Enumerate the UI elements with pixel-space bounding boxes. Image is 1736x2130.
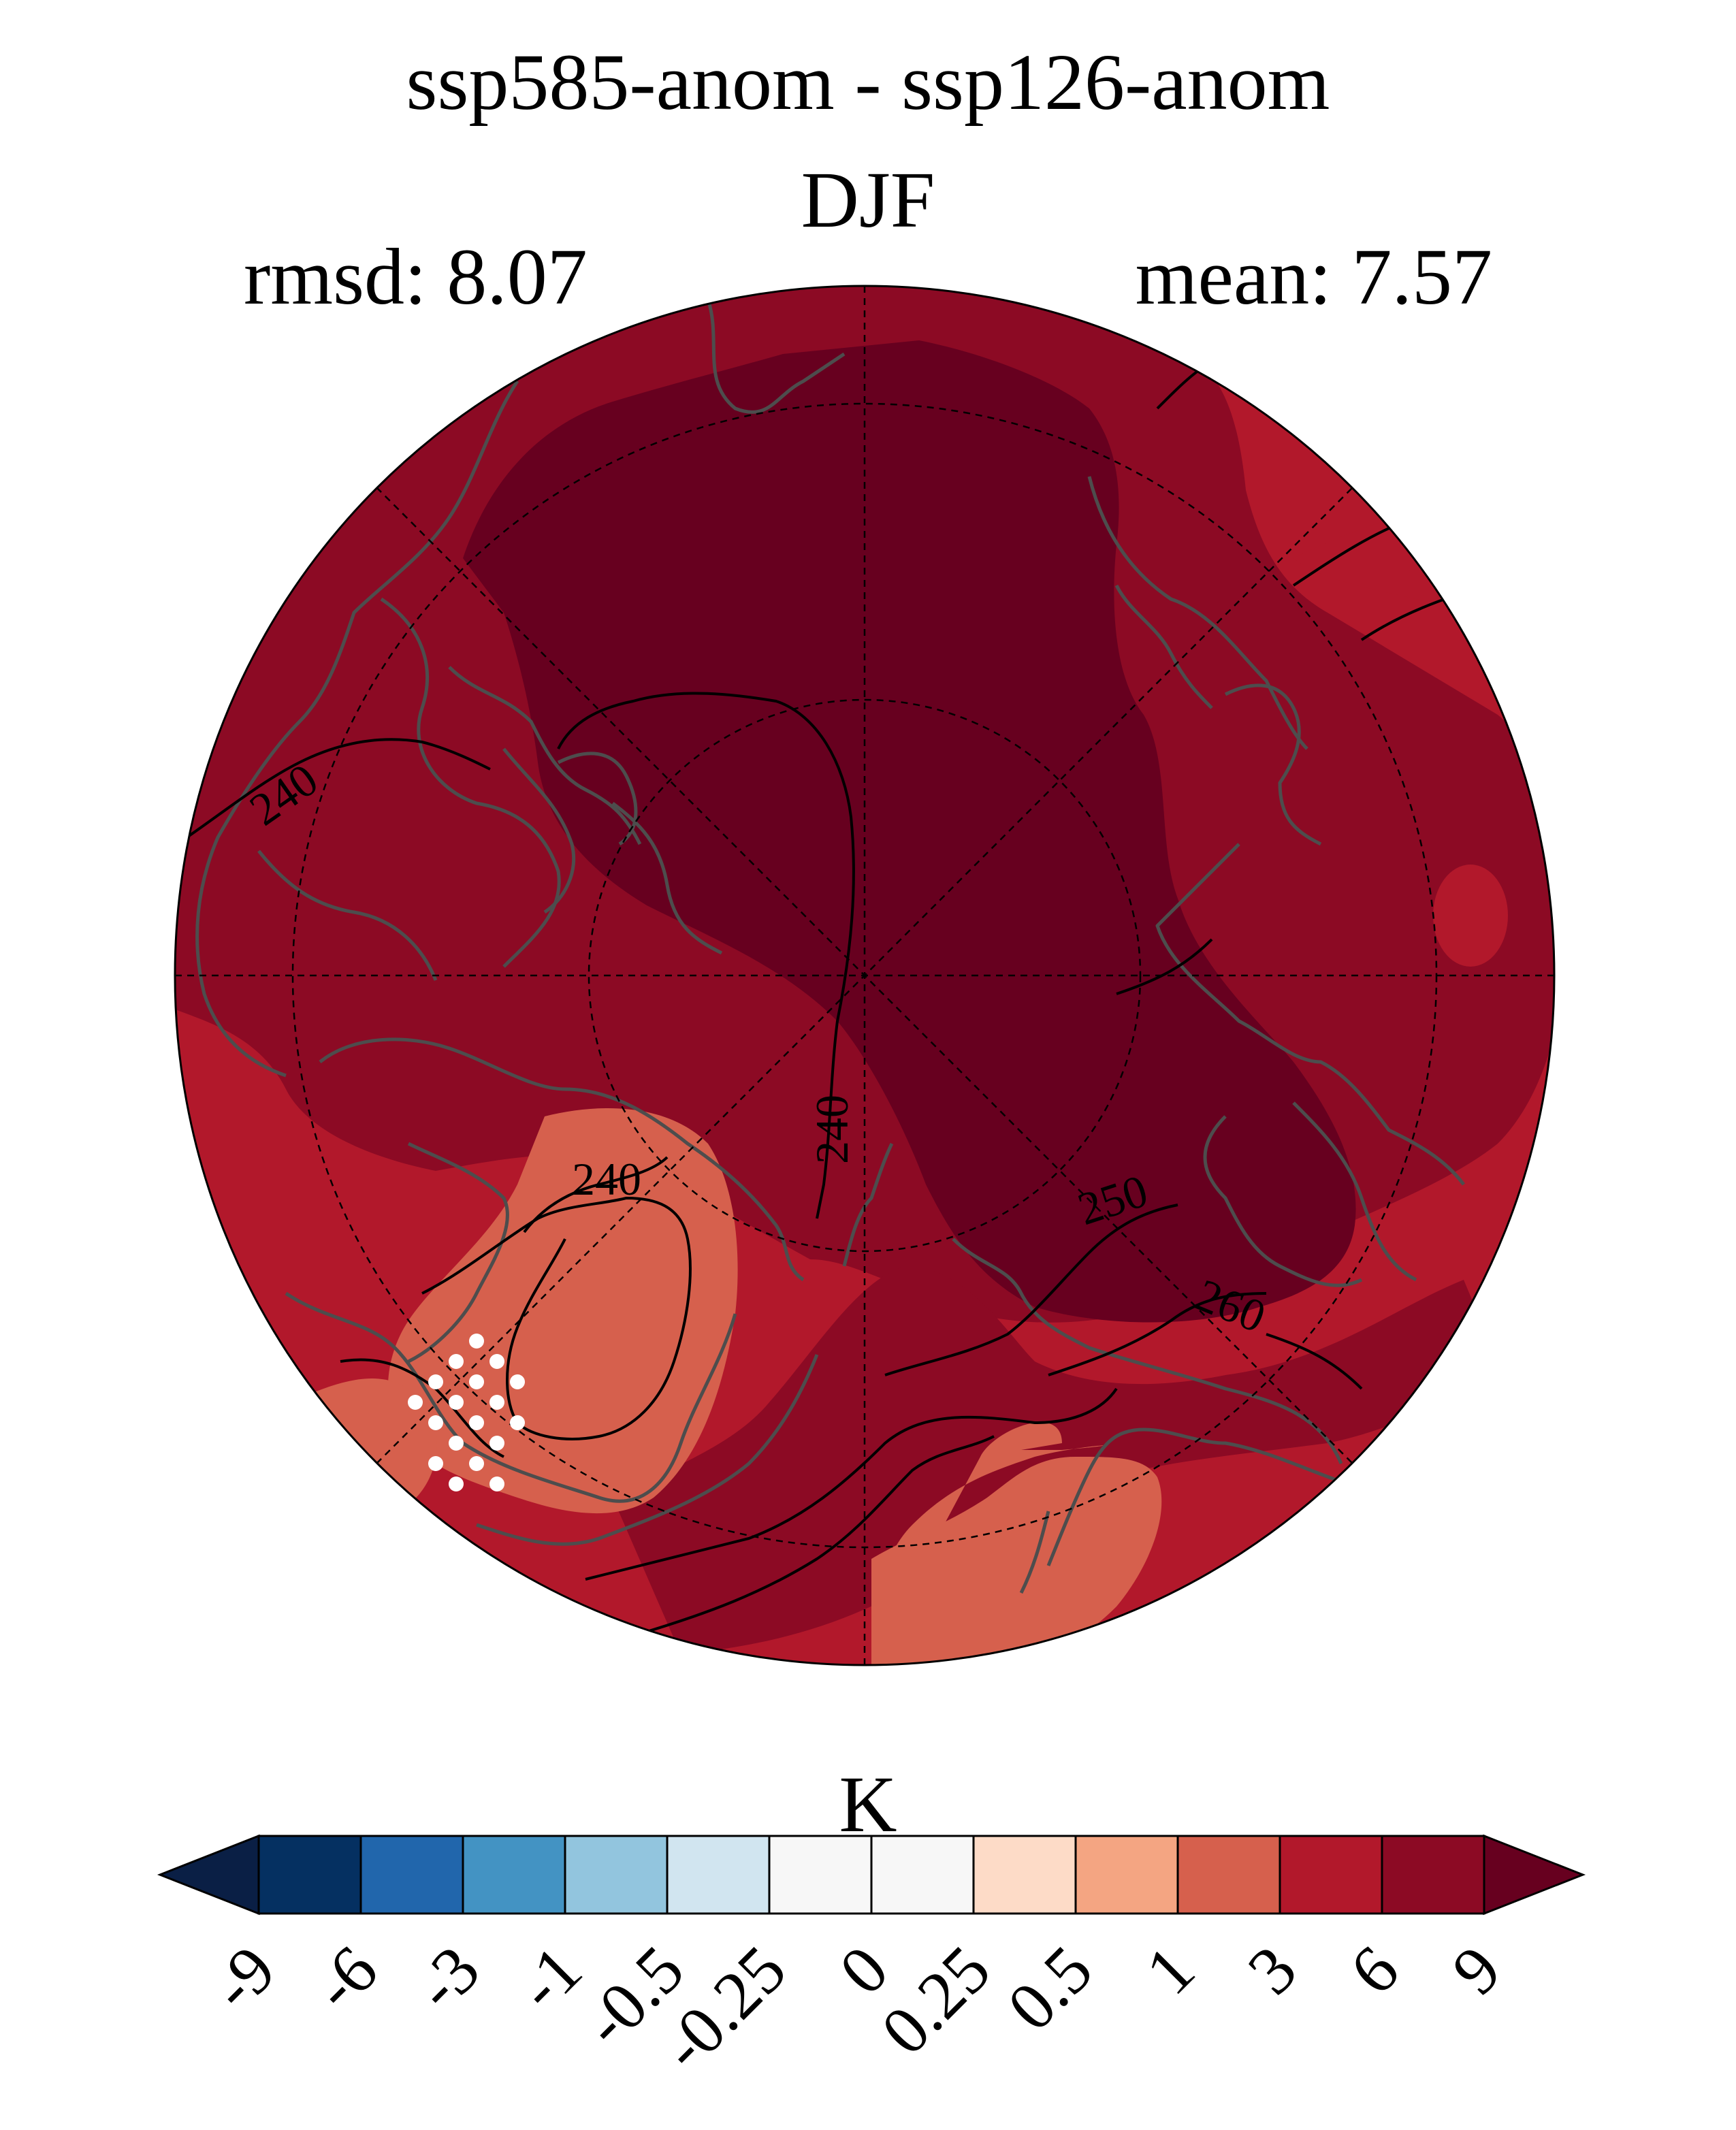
colorbar-swatch bbox=[257, 1835, 362, 1915]
rmsd-label: rmsd: 8.07 bbox=[244, 232, 588, 321]
anomaly-band-1-3-pacific-b bbox=[871, 1457, 1162, 1665]
season-label: DJF bbox=[801, 155, 935, 244]
temperature-contours bbox=[176, 353, 1485, 1635]
colorbar-swatch bbox=[1279, 1835, 1383, 1915]
colorbar-swatch bbox=[462, 1835, 566, 1915]
colorbar-swatch bbox=[1074, 1835, 1179, 1915]
colorbar-tick-label: 6 bbox=[1336, 1931, 1413, 2009]
colorbar-swatch bbox=[564, 1835, 669, 1915]
significance-stipple bbox=[408, 1334, 525, 1491]
anomaly-band-above-9 bbox=[463, 340, 1356, 1323]
graticule bbox=[175, 286, 1554, 1665]
colorbar-tick-label: 0.5 bbox=[993, 1931, 1107, 2045]
colorbar-swatch bbox=[870, 1835, 975, 1915]
colorbar-tick-label: 9 bbox=[1438, 1931, 1515, 2009]
colorbar-tick-label: -9 bbox=[196, 1931, 289, 2024]
map-border bbox=[174, 285, 1556, 1666]
contour-label: 240 bbox=[572, 1153, 641, 1205]
colorbar-tick-label: 3 bbox=[1234, 1931, 1311, 2009]
mean-label: mean: 7.57 bbox=[1135, 232, 1492, 321]
colorbar: -9 -6 -3 -1-0.5-0.25 00.250.5 1 3 6 9 bbox=[157, 1834, 1586, 2085]
colorbar-swatch bbox=[768, 1835, 873, 1915]
contour-label: 240 bbox=[806, 1095, 858, 1164]
colorbar-swatch bbox=[1381, 1835, 1485, 1915]
colorbar-tick-label: -6 bbox=[298, 1931, 391, 2024]
colorbar-extend-low bbox=[157, 1834, 260, 1916]
colorbar-unit-label: K bbox=[839, 1760, 897, 1849]
anomaly-blob-3-6 bbox=[1433, 865, 1508, 967]
colorbar-tick-label: -0.25 bbox=[647, 1931, 801, 2085]
colorbar-swatch bbox=[972, 1835, 1077, 1915]
colorbar-tick-label: 0.25 bbox=[867, 1931, 1004, 2069]
colorbar-extend-high bbox=[1483, 1834, 1586, 1916]
colorbar-swatch bbox=[1176, 1835, 1281, 1915]
colorbar-tick-label: 1 bbox=[1131, 1931, 1209, 2009]
colorbar-tick-label: -3 bbox=[400, 1931, 494, 2024]
anomaly-band-1-3 bbox=[388, 1108, 738, 1514]
coastlines bbox=[195, 299, 1465, 1594]
polar-map bbox=[175, 286, 1554, 1665]
colorbar-swatch bbox=[666, 1835, 771, 1915]
chart-title: ssp585-anom - ssp126-anom bbox=[406, 37, 1330, 127]
colorbar-swatch bbox=[359, 1835, 464, 1915]
